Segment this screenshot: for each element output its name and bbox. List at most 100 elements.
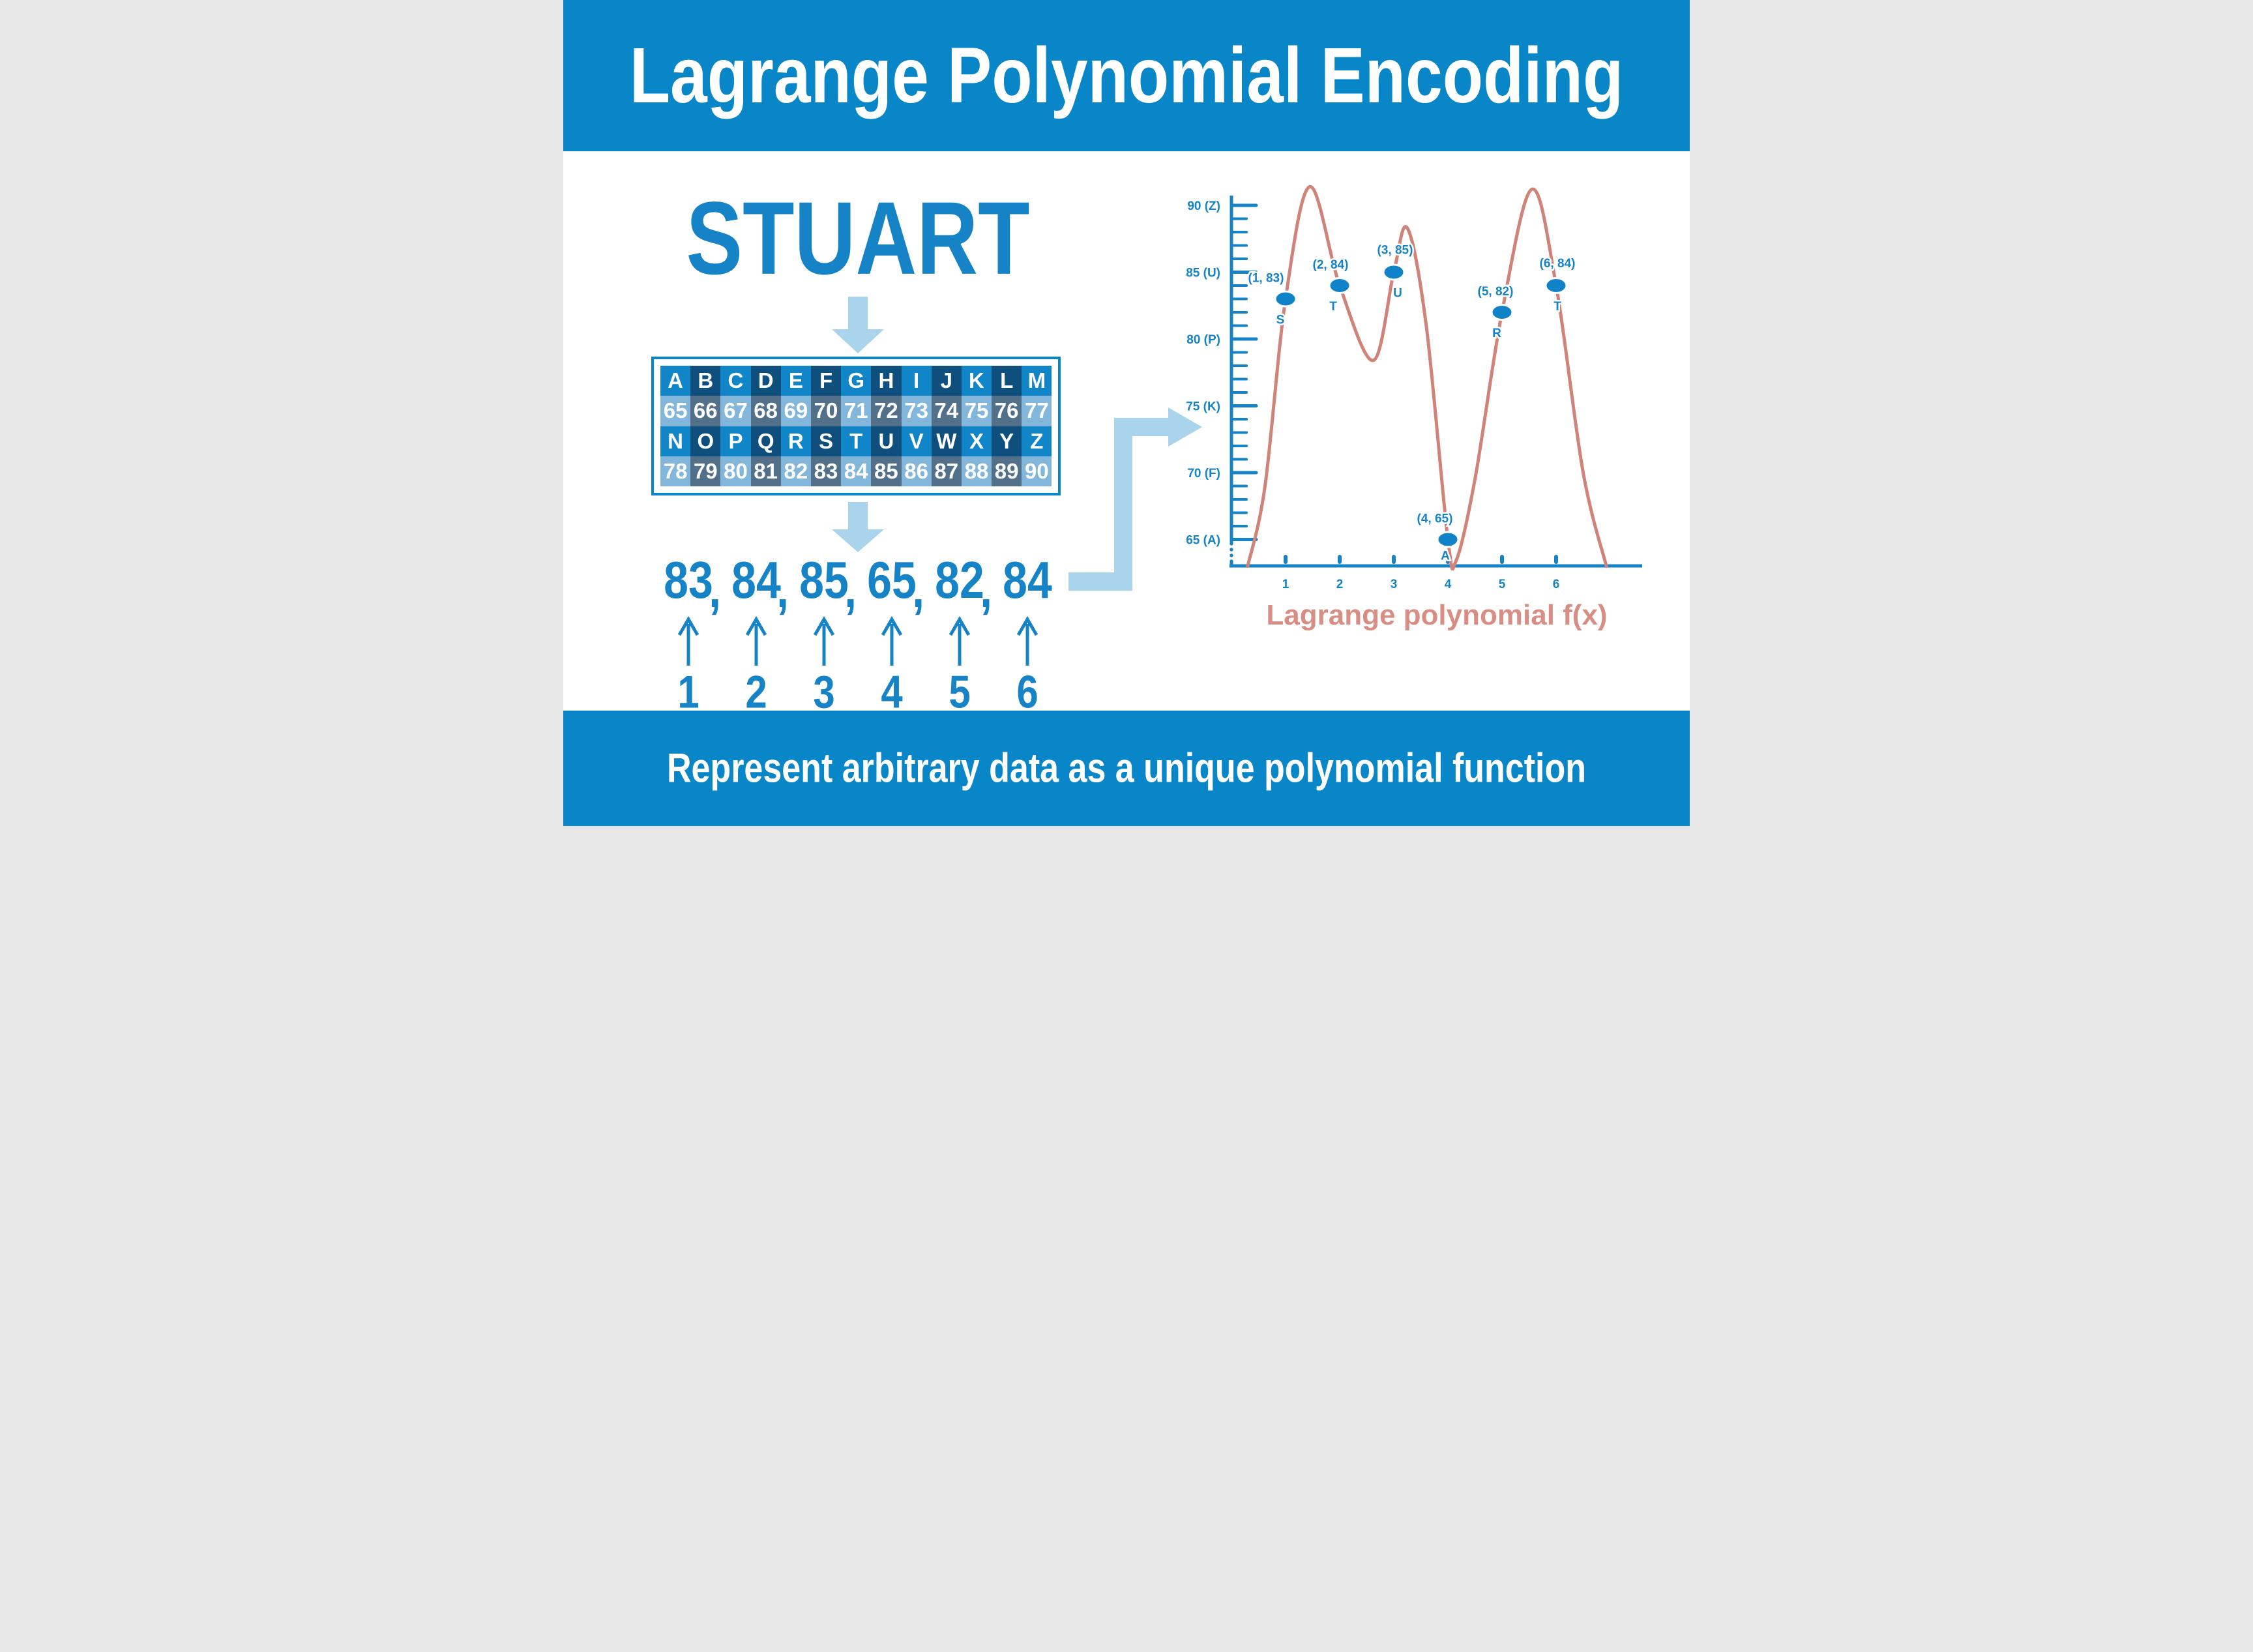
title-banner: Lagrange Polynomial Encoding [563, 0, 1690, 151]
table-cell-90: 90 [1022, 456, 1052, 487]
table-cell-D: D [750, 366, 781, 396]
polynomial-curve [1246, 184, 1608, 571]
table-cell-72: 72 [871, 396, 902, 426]
y-tick-label: 70 (F) [1187, 467, 1220, 480]
table-cell-I: I [901, 366, 932, 396]
axis-break-dot [1230, 553, 1233, 557]
table-cell-Q: Q [750, 426, 781, 456]
position-number: 1 [655, 669, 722, 715]
table-cell-69: 69 [780, 396, 811, 426]
table-cell-V: V [901, 426, 932, 456]
table-cell-78: 78 [660, 456, 691, 487]
table-cell-W: W [931, 426, 962, 456]
point-coord-label: (6, 84) [1540, 257, 1576, 271]
sequence-number: 83, [655, 554, 722, 615]
sequence-comma: , [912, 560, 924, 619]
table-cell-C: C [720, 366, 751, 396]
point-letter-label: U [1393, 287, 1402, 301]
data-point [1274, 290, 1297, 308]
position-arrows [563, 616, 1153, 668]
point-coord-label: (1, 83) [1248, 272, 1284, 286]
axis-break-dot [1230, 542, 1233, 546]
x-tick-label: 1 [1282, 578, 1289, 591]
table-cell-74: 74 [931, 396, 962, 426]
x-tick [1284, 555, 1288, 564]
table-cell-T: T [841, 426, 872, 456]
sequence-value: 84 [1003, 551, 1052, 610]
table-cell-80: 80 [720, 456, 751, 487]
table-cell-N: N [660, 426, 691, 456]
up-arrow-icon [1016, 616, 1038, 666]
table-cell-B: B [690, 366, 721, 396]
page-title: Lagrange Polynomial Encoding [629, 31, 1624, 119]
position-arrow [655, 616, 722, 668]
sequence-comma: , [776, 560, 789, 619]
table-cell-68: 68 [750, 396, 781, 426]
x-tick [1500, 555, 1504, 564]
table-cell-E: E [780, 366, 811, 396]
table-cell-66: 66 [690, 396, 721, 426]
table-cell-K: K [961, 366, 992, 396]
table-cell-Z: Z [1022, 426, 1052, 456]
table-cell-87: 87 [931, 456, 962, 487]
sequence-value: 82 [935, 551, 984, 610]
source-word-text: STUART [686, 179, 1030, 297]
table-cell-79: 79 [690, 456, 721, 487]
point-coord-label: (5, 82) [1478, 285, 1514, 299]
position-value: 3 [813, 666, 835, 718]
table-cell-X: X [961, 426, 992, 456]
x-tick-label: 5 [1499, 578, 1506, 591]
down-arrow-icon [832, 297, 884, 353]
y-tick-label: 80 (P) [1186, 333, 1220, 347]
sequence-comma: , [844, 560, 857, 619]
position-arrow [994, 616, 1061, 668]
table-cell-J: J [931, 366, 962, 396]
table-cell-U: U [871, 426, 902, 456]
data-point [1436, 531, 1460, 548]
position-arrow [926, 616, 994, 668]
table-cell-75: 75 [961, 396, 992, 426]
point-letter-label: R [1492, 327, 1501, 340]
chart-caption: Lagrange polynomial f(x) [1266, 599, 1607, 631]
table-cell-81: 81 [750, 456, 781, 487]
x-tick-label: 6 [1553, 578, 1560, 591]
sequence-number: 85, [790, 554, 858, 615]
table-cell-76: 76 [992, 396, 1022, 426]
sequence-value: 85 [799, 551, 849, 610]
sequence-comma: , [709, 560, 721, 619]
sequence-comma: , [980, 560, 992, 619]
position-number: 3 [790, 669, 858, 715]
position-arrow [790, 616, 858, 668]
sequence-number: 82, [926, 554, 994, 615]
up-arrow-icon [813, 616, 835, 666]
data-point [1328, 277, 1351, 294]
table-cell-M: M [1022, 366, 1052, 396]
point-letter-label: A [1441, 550, 1450, 563]
encoded-sequence: 83, 84, 85, 65, 82, 84 [563, 554, 1153, 615]
y-tick-label: 85 (U) [1186, 267, 1220, 280]
x-tick-label: 3 [1391, 578, 1398, 591]
up-arrow-icon [881, 616, 903, 666]
data-point [1490, 304, 1514, 321]
down-arrow-icon [832, 502, 884, 552]
table-cell-O: O [690, 426, 721, 456]
table-cell-A: A [660, 366, 691, 396]
table-cell-89: 89 [992, 456, 1022, 487]
footer-text: Represent arbitrary data as a unique pol… [666, 745, 1587, 791]
encoding-table: A B C D E F G H I J K L M 65 66 67 68 69 70 71 72 73 74 75 76 77 N… [651, 357, 1061, 496]
encoding-table-grid: A B C D E F G H I J K L M 65 66 67 68 69 70 71 72 73 74 75 76 77 N… [660, 366, 1052, 487]
x-tick [1338, 555, 1342, 564]
sequence-number: 65, [858, 554, 926, 615]
x-tick [1554, 555, 1558, 564]
axis-break-dot [1230, 548, 1233, 552]
position-number: 6 [994, 669, 1061, 715]
position-value: 6 [1016, 666, 1038, 718]
lagrange-chart: 90 (Z) 85 (U) 80 (P) 75 (K) 70 (F) 65 (A) 1 2 3 4… [1186, 184, 1642, 631]
position-value: 4 [881, 666, 903, 718]
table-cell-R: R [780, 426, 811, 456]
sequence-value: 83 [664, 551, 713, 610]
point-coord-label: (3, 85) [1377, 244, 1413, 258]
position-number: 5 [926, 669, 994, 715]
x-tick [1392, 555, 1396, 564]
